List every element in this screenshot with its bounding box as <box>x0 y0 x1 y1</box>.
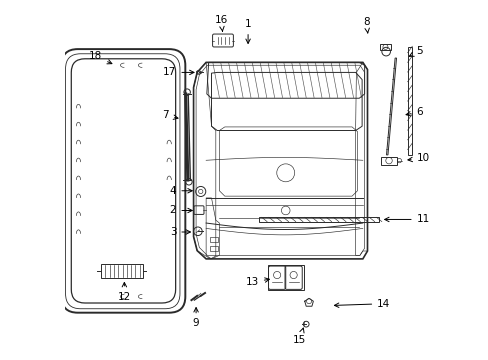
Bar <box>380 157 396 165</box>
Text: 7: 7 <box>162 111 178 121</box>
Text: 17: 17 <box>163 67 194 77</box>
Text: 6: 6 <box>405 107 423 117</box>
Text: 11: 11 <box>384 215 429 224</box>
Text: 9: 9 <box>192 307 199 328</box>
Text: 12: 12 <box>118 283 131 302</box>
Bar <box>210 237 217 242</box>
Text: 4: 4 <box>169 186 192 196</box>
Text: 2: 2 <box>169 206 192 216</box>
Text: 13: 13 <box>245 277 269 287</box>
Text: 8: 8 <box>363 17 369 33</box>
Bar <box>267 265 303 291</box>
Text: 10: 10 <box>407 153 429 163</box>
Bar <box>210 246 217 251</box>
Text: 18: 18 <box>89 51 112 64</box>
Text: 16: 16 <box>214 15 227 31</box>
Bar <box>101 264 143 278</box>
Bar <box>379 44 390 50</box>
Text: 5: 5 <box>408 46 423 56</box>
Text: 3: 3 <box>169 227 190 237</box>
Text: 14: 14 <box>334 299 389 309</box>
Text: 1: 1 <box>244 19 251 44</box>
Text: 15: 15 <box>292 328 305 345</box>
